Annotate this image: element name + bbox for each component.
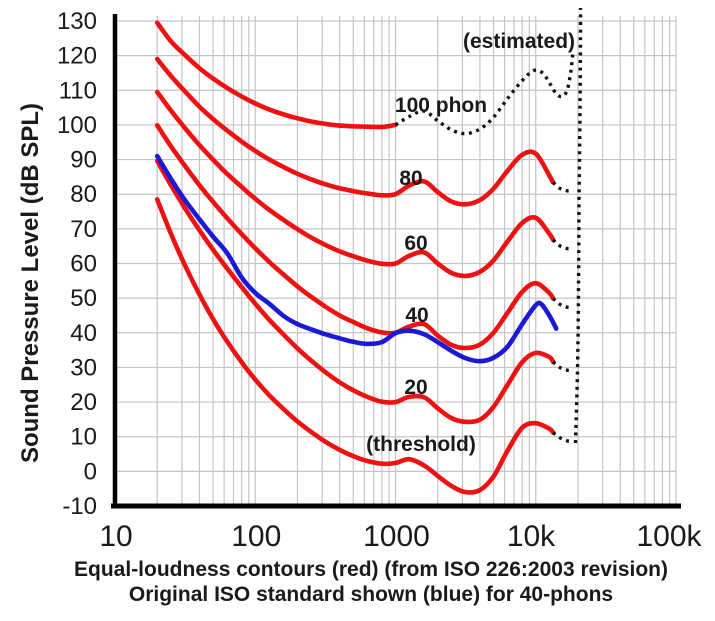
x-tick-labels: 10 100 1000 10k 100k (99, 520, 702, 553)
x-tick-label: 1000 (363, 520, 430, 553)
y-tick-label: 30 (70, 354, 97, 381)
caption-line-2: Original ISO standard shown (blue) for 4… (129, 583, 613, 606)
y-tick-label: 70 (70, 216, 97, 243)
label-100-phon: 100 phon (395, 94, 487, 117)
y-tick-label: 90 (70, 147, 97, 174)
contour-60-phon (154, 89, 556, 279)
threshold-label: (threshold) (366, 433, 476, 456)
label-40: 40 (405, 304, 428, 327)
y-tick-label: 60 (70, 251, 97, 278)
label-20: 20 (404, 376, 427, 399)
y-tick-label: 100 (57, 112, 97, 139)
contour-80-phon (154, 56, 556, 207)
y-tick-label: 120 (57, 43, 97, 70)
y-tick-label: 110 (59, 77, 97, 104)
caption: Equal-loudness contours (red) (from ISO … (74, 558, 668, 606)
curve-labels: (estimated) 100 phon 80 60 40 20 (threshold) (366, 30, 575, 456)
contour-20-phon (154, 158, 556, 425)
caption-line-1: Equal-loudness contours (red) (from ISO … (74, 558, 668, 581)
y-tick-label: 20 (70, 389, 97, 416)
estimated-label: (estimated) (463, 30, 575, 53)
contour-40-phon-iso2003 (154, 123, 556, 351)
contour-100-phon-estimated (394, 52, 575, 136)
y-tick-label: 50 (70, 285, 97, 312)
y-tick-label: 10 (70, 424, 97, 451)
x-tick-label: 100 (231, 520, 281, 553)
contour-threshold (154, 197, 556, 495)
y-axis-title: Sound Pressure Level (dB SPL) (17, 103, 44, 463)
y-tick-label: 40 (70, 320, 97, 347)
y-tick-label: -10 (62, 493, 97, 520)
y-tick-label: 0 (84, 458, 97, 485)
label-80: 80 (399, 167, 422, 190)
x-tick-label: 100k (636, 520, 702, 553)
estimated-20khz-limit-line (573, 7, 583, 444)
y-tick-label: 80 (70, 181, 97, 208)
label-60: 60 (404, 232, 427, 255)
contour-40-phon-original-iso-blue (154, 153, 559, 364)
contour-100-phon-iso2003 (154, 20, 398, 130)
axes (111, 14, 681, 509)
x-tick-label: 10k (507, 520, 556, 553)
x-tick-label: 10 (99, 520, 132, 553)
y-tick-label: 130 (57, 8, 97, 35)
